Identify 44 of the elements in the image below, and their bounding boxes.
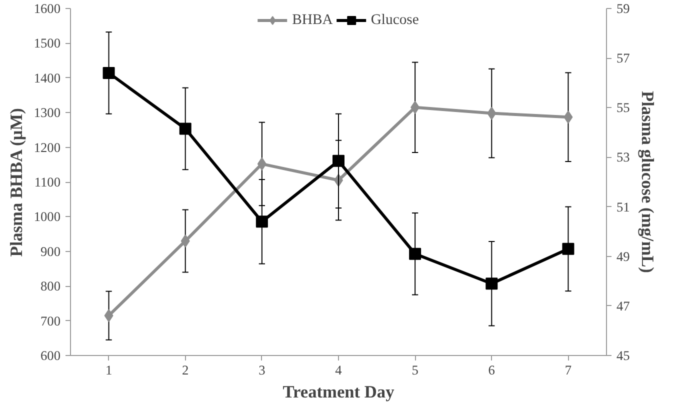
y-tick-label: 1200 — [34, 140, 61, 155]
y2-tick-label: 57 — [616, 50, 630, 66]
point — [409, 248, 422, 260]
y-tick-label: 700 — [40, 313, 61, 328]
point — [256, 216, 268, 228]
x-tick-label: 6 — [488, 362, 496, 378]
y-tick-label: 1300 — [34, 105, 61, 120]
point — [102, 66, 115, 79]
point — [487, 106, 496, 120]
x-tick-label: 7 — [564, 362, 572, 378]
y-tick-label: 1100 — [34, 174, 61, 190]
legend-label: Glucose — [370, 12, 419, 28]
y-tick-label: 1600 — [34, 1, 61, 16]
y2-tick-label: 49 — [616, 248, 630, 264]
point — [180, 234, 190, 248]
point — [104, 309, 114, 322]
y2-axis-title: Plasma glucose (mg/mL) — [638, 91, 657, 274]
y-tick-label: 800 — [40, 278, 61, 294]
y-tick-label: 1400 — [34, 70, 61, 86]
y2-tick-label: 53 — [616, 150, 630, 165]
x-axis-title: Treatment Day — [282, 382, 395, 402]
point — [179, 122, 192, 135]
x-tick-label: 2 — [182, 362, 189, 378]
point — [332, 154, 344, 167]
y-axis-title: Plasma BHBA (µM) — [6, 108, 26, 257]
x-tick-label: 4 — [335, 362, 342, 378]
legend-label: BHBA — [292, 12, 333, 28]
y-tick-label: 600 — [40, 348, 61, 363]
y2-tick-label: 47 — [616, 298, 630, 314]
y2-tick-label: 59 — [616, 1, 630, 16]
y2-tick-label: 45 — [616, 348, 630, 363]
point — [562, 242, 574, 255]
y-tick-label: 1500 — [34, 36, 61, 51]
y-tick-label: 1000 — [34, 209, 61, 224]
y2-tick-label: 55 — [616, 100, 630, 116]
y-tick-label: 900 — [40, 244, 61, 259]
point — [410, 100, 420, 114]
point — [486, 278, 498, 290]
x-tick-label: 1 — [105, 362, 112, 378]
y2-tick-label: 51 — [616, 199, 630, 214]
x-tick-label: 5 — [412, 362, 419, 378]
x-tick-label: 3 — [258, 362, 266, 378]
point — [257, 157, 266, 170]
point — [564, 110, 573, 124]
